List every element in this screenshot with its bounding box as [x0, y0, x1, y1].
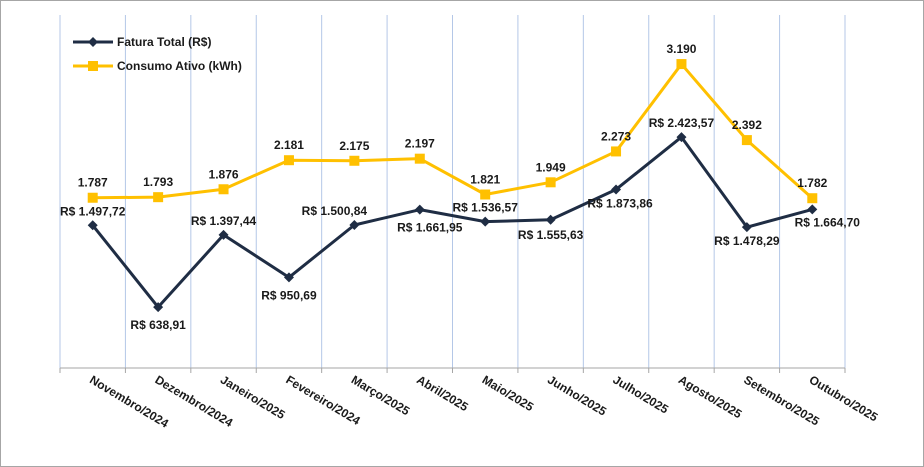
data-label: 1.787: [78, 176, 108, 190]
data-point-square: [218, 184, 229, 195]
data-label: R$ 1.397,44: [191, 214, 257, 228]
legend-label: Consumo Ativo (kWh): [117, 59, 242, 73]
data-point-diamond: [414, 204, 425, 215]
data-label: 1.782: [797, 176, 827, 190]
data-point-square: [87, 192, 98, 203]
data-label: 2.175: [339, 139, 369, 153]
data-point-square: [741, 135, 752, 146]
data-point-square: [349, 155, 360, 166]
data-label: 1.949: [536, 160, 566, 174]
x-tick-label: Junho/2025: [545, 373, 609, 419]
x-tick-label: Março/2025: [349, 373, 413, 419]
legend-label: Fatura Total (R$): [117, 35, 211, 49]
data-point-diamond: [545, 214, 556, 225]
data-label: R$ 1.661,95: [397, 221, 463, 235]
data-label: R$ 1.478,29: [714, 234, 780, 248]
data-label: 2.181: [274, 138, 304, 152]
x-tick-label: Julho/2025: [610, 373, 671, 417]
data-point-square: [545, 177, 556, 188]
data-point-diamond: [676, 132, 687, 143]
data-label: R$ 1.500,84: [302, 204, 368, 218]
data-label: 3.190: [666, 42, 696, 56]
data-point-square: [283, 155, 294, 166]
data-label: 1.793: [143, 175, 173, 189]
legend-square-marker: [88, 61, 98, 71]
data-label: R$ 1.497,72: [60, 204, 126, 218]
data-point-square: [611, 146, 622, 157]
data-point-diamond: [153, 302, 164, 313]
data-label: 2.392: [732, 118, 762, 132]
data-label: R$ 1.873,86: [587, 196, 653, 210]
data-point-diamond: [218, 229, 229, 240]
data-point-diamond: [349, 220, 360, 231]
data-label: R$ 1.536,57: [453, 201, 519, 215]
data-point-square: [480, 189, 491, 200]
data-label: 1.821: [470, 172, 500, 186]
data-label: 2.197: [405, 137, 435, 151]
data-label: R$ 2.423,57: [649, 116, 715, 130]
x-tick-label: Maio/2025: [480, 373, 537, 415]
data-label: R$ 950,69: [261, 288, 317, 302]
data-point-diamond: [611, 184, 622, 195]
data-point-diamond: [807, 204, 818, 215]
data-label: 2.273: [601, 129, 631, 143]
data-point-diamond: [741, 222, 752, 233]
data-point-diamond: [480, 216, 491, 227]
series-line: [91, 135, 813, 309]
legend-diamond-marker: [88, 37, 98, 47]
series-line: [92, 62, 814, 200]
data-label: 1.876: [209, 167, 239, 181]
data-label: R$ 1.664,70: [795, 215, 861, 229]
data-point-diamond: [87, 220, 98, 231]
x-tick-label: Abril/2025: [414, 373, 471, 415]
data-point-square: [807, 193, 818, 204]
data-label: R$ 1.555,63: [518, 228, 584, 242]
data-point-diamond: [283, 272, 294, 283]
x-tick-label: Agosto/2025: [676, 373, 745, 422]
data-point-square: [676, 59, 687, 70]
data-point-square: [153, 192, 164, 203]
data-label: R$ 638,91: [130, 318, 186, 332]
data-point-square: [414, 153, 425, 164]
